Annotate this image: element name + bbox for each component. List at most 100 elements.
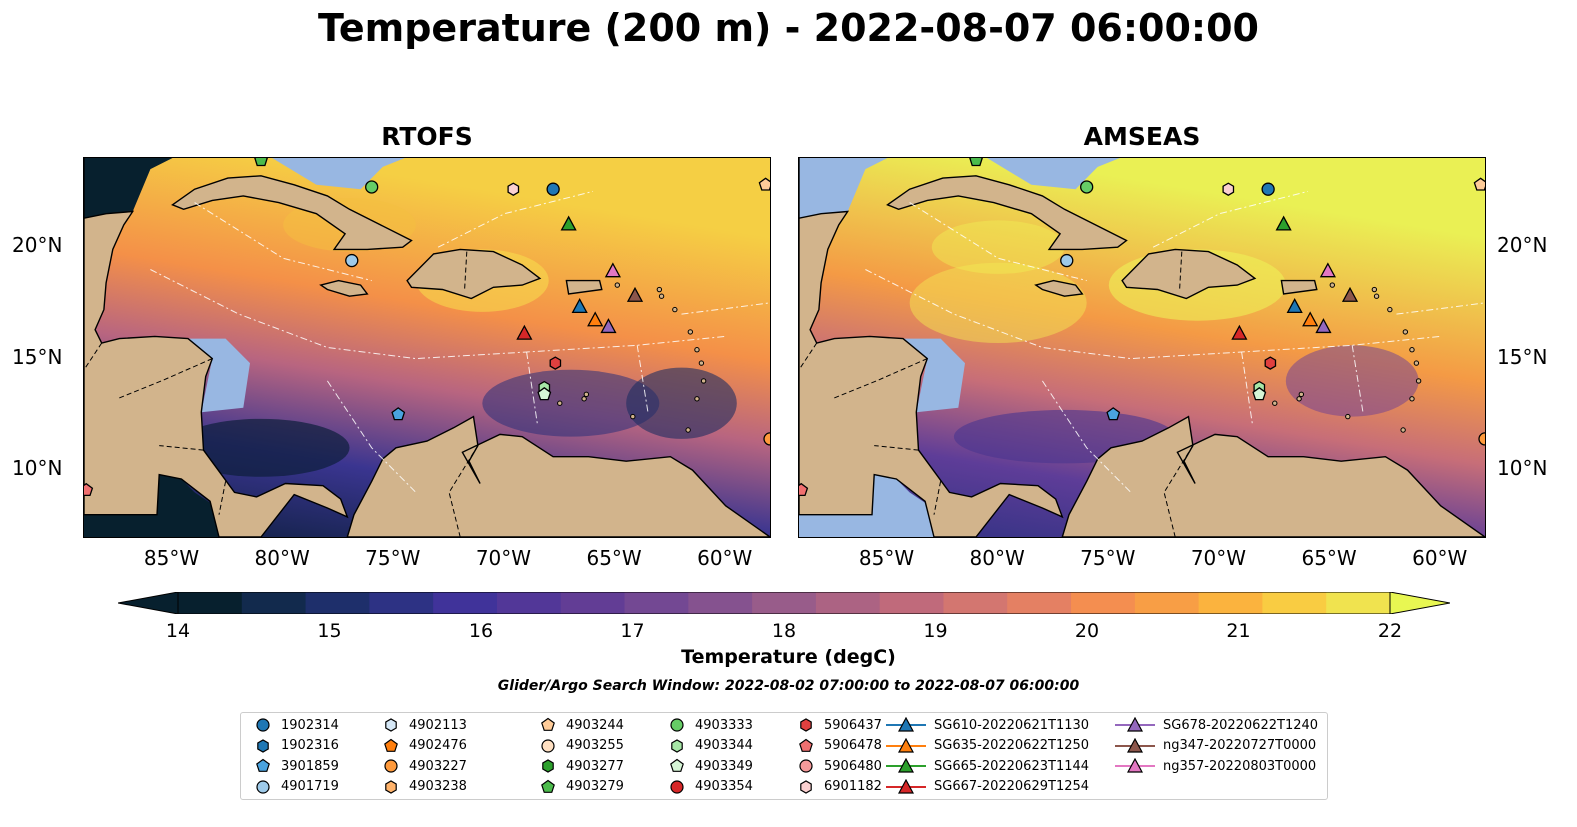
legend-item: 4903244 — [538, 715, 624, 735]
legend-marker-icon — [541, 717, 555, 731]
legend-marker-icon — [670, 718, 684, 732]
colorbar-segment — [496, 592, 562, 614]
obs-marker-4903227 — [763, 432, 770, 446]
obs-marker-6901182 — [507, 182, 520, 196]
obs-marker-3901859 — [391, 407, 406, 421]
legend-label: 3901859 — [281, 758, 339, 774]
legend-label: 4903227 — [409, 758, 467, 774]
obs-marker-SG667-20220629T1254 — [516, 324, 533, 340]
obs-marker-SG635-20220622T1250 — [587, 311, 604, 327]
obs-marker-1902314 — [546, 182, 560, 196]
legend-item: 3901859 — [253, 756, 339, 776]
legend-marker-icon — [541, 738, 555, 753]
obs-marker-4903279 — [969, 158, 983, 167]
obs-marker-1902314 — [1261, 182, 1275, 196]
legend-item: 4902113 — [381, 715, 467, 735]
rtofs-map-canvas — [84, 158, 770, 537]
legend-item: 4903255 — [538, 736, 624, 756]
obs-marker-3901859 — [1106, 407, 1121, 421]
colorbar-segment — [1007, 592, 1072, 614]
colorbar-segment — [178, 592, 243, 614]
legend-marker-icon — [886, 758, 926, 773]
lon-tick-label: 80°W — [254, 546, 310, 570]
colorbar-segment — [560, 592, 626, 614]
obs-marker-4903333 — [1080, 180, 1094, 194]
legend-marker-icon — [542, 759, 554, 773]
legend-label: 4903255 — [566, 738, 624, 753]
legend-item: SG678-20220622T1240 — [1115, 715, 1318, 735]
legend-label: SG665-20220623T1144 — [934, 758, 1090, 774]
lat-tick-label: 15°N — [12, 344, 63, 369]
obs-marker-5906478 — [84, 482, 94, 497]
lon-tick-label: 60°W — [1412, 546, 1468, 570]
legend-label: 4903349 — [695, 758, 753, 774]
obs-marker-ng347-20220727T0000 — [626, 286, 644, 302]
legend-label: 4902476 — [409, 738, 467, 753]
lat-tick-label: 20°N — [1497, 233, 1548, 258]
lon-tick-label: 80°W — [969, 546, 1025, 570]
panel-title-amseas: AMSEAS — [1083, 122, 1201, 151]
colorbar-tick-label: 16 — [468, 620, 494, 642]
legend-label: 4901719 — [281, 779, 339, 794]
legend-label: 4903279 — [566, 779, 624, 794]
legend-item: 5906480 — [796, 756, 882, 776]
obs-marker-ng347-20220727T0000 — [1341, 286, 1359, 302]
legend-label: 5906478 — [824, 738, 882, 753]
legend-marker-icon — [670, 758, 684, 772]
colorbar-tick-label: 22 — [1377, 620, 1403, 642]
colorbar-tick-label: 15 — [317, 620, 342, 642]
figure-title: Temperature (200 m) - 2022-08-07 06:00:0… — [317, 6, 1259, 50]
colorbar-title: Temperature (degC) — [681, 646, 896, 668]
legend-item: 4903333 — [667, 715, 753, 735]
obs-marker-4903349 — [537, 386, 552, 401]
lon-tick-label: 65°W — [1301, 546, 1357, 570]
legend-item: ng347-20220727T0000 — [1115, 736, 1316, 756]
obs-marker-4903244 — [1473, 177, 1485, 191]
colorbar-tick-label: 21 — [1226, 620, 1251, 642]
legend-item: 4903349 — [667, 756, 753, 776]
legend-item: 4903354 — [667, 777, 753, 797]
legend-label: 1902316 — [281, 738, 339, 753]
legend-item: 4902476 — [381, 736, 467, 756]
colorbar-segment — [879, 592, 945, 614]
obs-marker-5906437 — [1264, 356, 1277, 370]
lon-tick-label: 65°W — [586, 546, 642, 570]
legend-item: 4903277 — [538, 756, 624, 776]
obs-marker-4901719 — [1060, 253, 1074, 268]
obs-marker-SG635-20220622T1250 — [1302, 311, 1319, 327]
legend-label: 4902113 — [409, 717, 467, 733]
legend-label: SG635-20220622T1250 — [934, 738, 1090, 753]
colorbar-tick-label: 18 — [771, 620, 797, 642]
legend-marker-icon — [256, 758, 270, 772]
colorbar-segment — [1262, 592, 1327, 614]
legend-marker-icon — [385, 718, 397, 732]
obs-marker-SG610-20220621T1130 — [571, 297, 588, 314]
legend-label: 4903238 — [409, 779, 467, 794]
colorbar-tick-label: 17 — [620, 620, 645, 642]
obs-marker-4903333 — [365, 180, 379, 194]
obs-marker-SG610-20220621T1130 — [1286, 297, 1303, 314]
legend-item: SG665-20220623T1144 — [886, 756, 1089, 776]
legend-marker-icon — [799, 759, 813, 773]
colorbar-segment — [1071, 592, 1136, 614]
legend-marker-icon — [1115, 737, 1155, 753]
legend-marker-icon — [886, 717, 926, 732]
legend: 1902314 1902316 3901859 4901719 4902113 49024… — [240, 712, 1328, 800]
colorbar-segment — [241, 592, 307, 614]
colorbar-segment — [624, 592, 689, 614]
obs-marker-SG665-20220623T1144 — [1275, 215, 1292, 231]
legend-marker-icon — [1115, 717, 1155, 732]
amseas-map-canvas — [799, 158, 1485, 537]
legend-item: 4903344 — [667, 736, 753, 756]
lon-tick-label: 85°W — [858, 546, 915, 570]
lat-tick-label: 10°N — [12, 456, 63, 481]
legend-label: SG678-20220622T1240 — [1163, 717, 1319, 733]
legend-label: 4903277 — [566, 758, 624, 774]
obs-marker-SG665-20220623T1144 — [560, 215, 577, 231]
colorbar-segment — [1326, 592, 1391, 614]
legend-label: 6901182 — [824, 779, 882, 794]
lon-tick-label: 75°W — [365, 546, 421, 570]
legend-item: 4903279 — [538, 777, 624, 797]
lon-tick-label: 85°W — [143, 546, 200, 570]
colorbar-segment — [369, 592, 434, 614]
